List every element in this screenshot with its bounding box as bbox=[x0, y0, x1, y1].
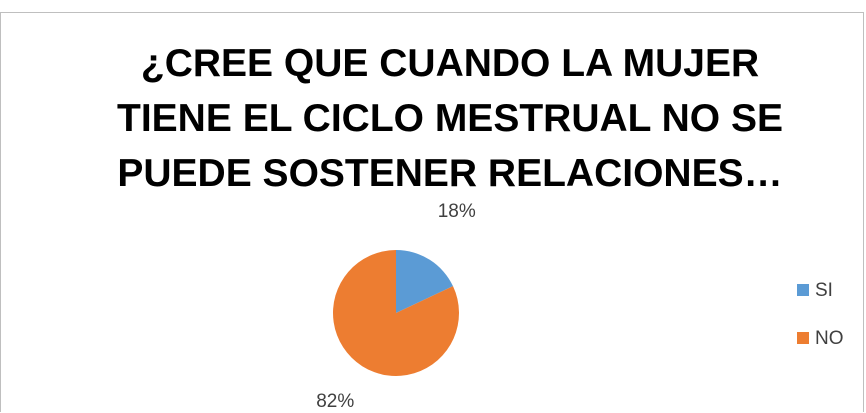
chart-frame bbox=[0, 12, 864, 412]
data-label: 18% bbox=[438, 201, 476, 222]
pie-slice bbox=[396, 250, 454, 313]
legend-swatch bbox=[797, 332, 809, 344]
legend-label: SI bbox=[815, 280, 833, 301]
legend-label: NO bbox=[815, 328, 844, 349]
pie-slice bbox=[332, 250, 460, 376]
chart-title: ¿CREE QUE CUANDO LA MUJER TIENE EL CICLO… bbox=[117, 42, 783, 195]
legend-swatch bbox=[797, 284, 809, 296]
data-label: 82% bbox=[316, 391, 354, 412]
